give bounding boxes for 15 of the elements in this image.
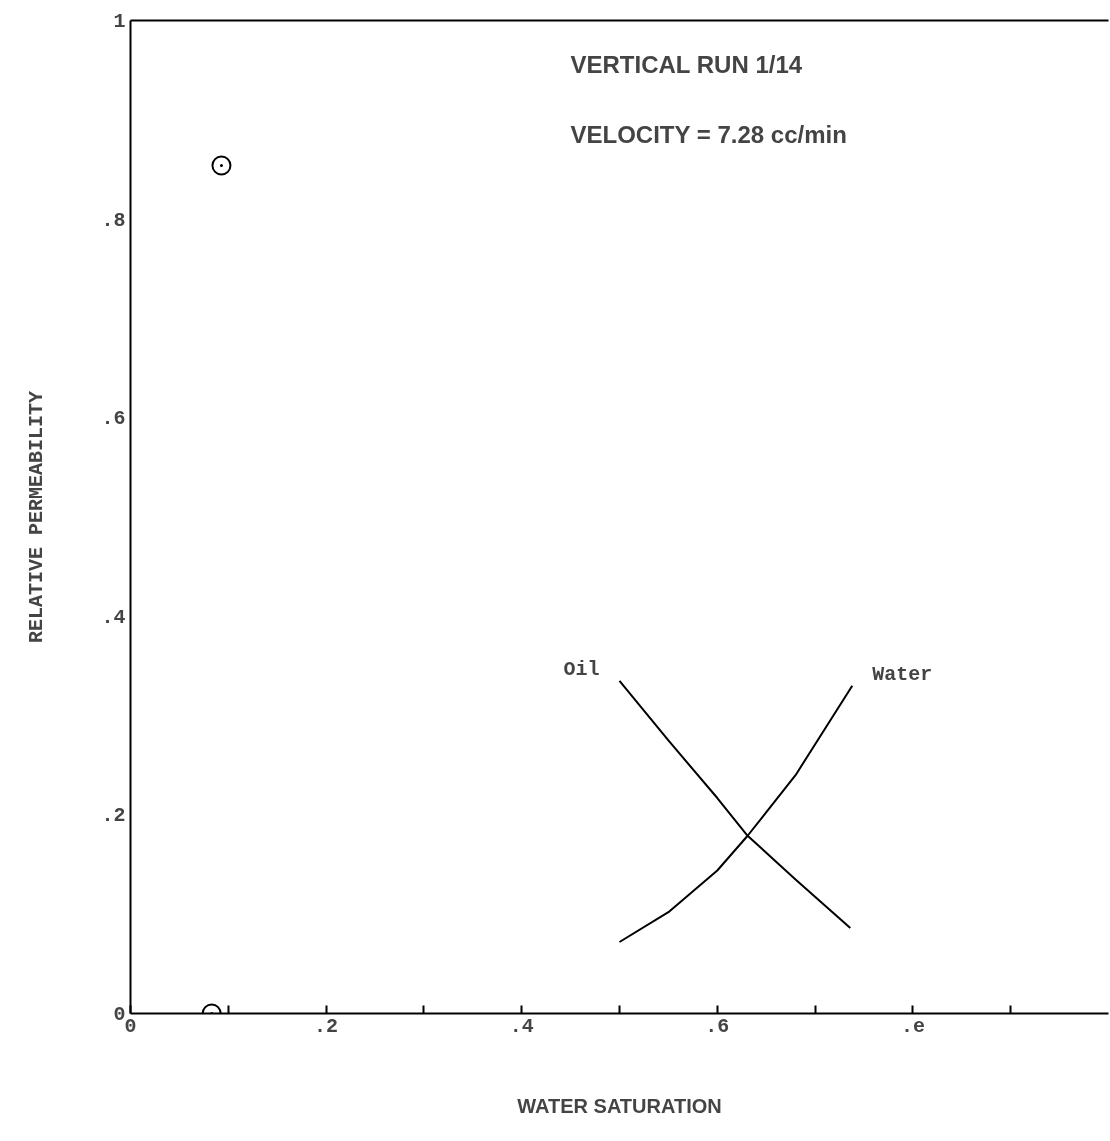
x-tick-label: .4 [509, 1014, 534, 1038]
y-tick-label: .6 [101, 407, 126, 431]
series-label: Oil [563, 657, 600, 681]
x-axis-title: WATER SATURATION [517, 1094, 722, 1117]
x-tick-label: .6 [705, 1014, 730, 1038]
y-tick-label: .2 [101, 804, 126, 828]
y-tick-label: .4 [101, 605, 126, 629]
y-axis-title: RELATIVE PERMEABILITY [25, 390, 49, 644]
annotation: VERTICAL RUN 1/14 [570, 50, 803, 78]
x-tick-label: .e [900, 1014, 925, 1038]
series-label: Water [872, 662, 933, 686]
y-tick-label: .8 [101, 208, 126, 232]
x-tick-label: .2 [314, 1014, 339, 1038]
annotation: VELOCITY = 7.28 cc/min [570, 120, 847, 148]
y-tick-label: 1 [113, 10, 126, 33]
